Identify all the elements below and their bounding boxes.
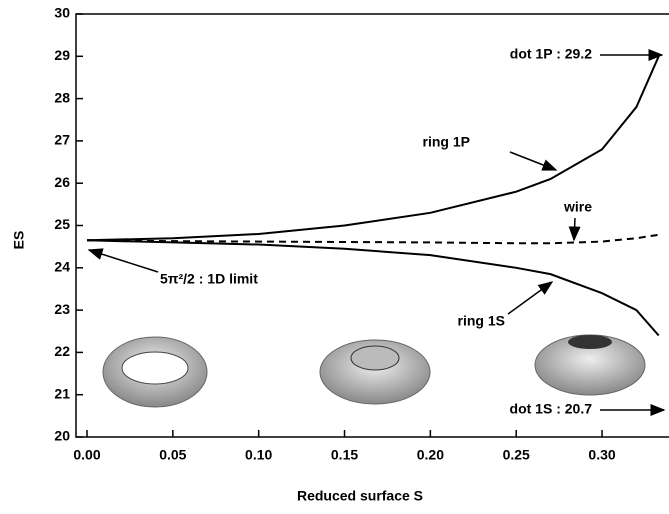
series-label: ring 1S: [458, 313, 505, 329]
y-tick-label: 27: [54, 132, 70, 148]
y-tick-label: 25: [54, 216, 70, 232]
x-tick-label: 0.30: [588, 447, 615, 463]
x-tick-label: 0.25: [503, 447, 530, 463]
y-tick-label: 29: [54, 47, 70, 63]
x-tick-label: 0.00: [73, 447, 100, 463]
y-tick-label: 21: [54, 385, 70, 401]
x-tick-label: 0.10: [245, 447, 272, 463]
x-tick-label: 0.20: [417, 447, 444, 463]
y-tick-label: 28: [54, 89, 70, 105]
series-label: wire: [563, 199, 592, 215]
chart: Reduced surface S ES 20 21 22 23 24 25 26 27 28 2…: [0, 0, 669, 514]
x-tick-label: 0.15: [331, 447, 358, 463]
y-tick-label: 30: [54, 5, 70, 21]
series-line: [87, 240, 659, 335]
annotation: dot 1P : 29.2: [510, 46, 592, 62]
annotation-arrow: [508, 282, 552, 314]
y-tick-label: 22: [54, 343, 70, 359]
y-tick-label: 26: [54, 174, 70, 190]
annotation-arrow: [510, 152, 556, 170]
y-tick-label: 23: [54, 301, 70, 317]
y-axis-title: ES: [11, 231, 27, 250]
annotation-arrow: [89, 250, 158, 272]
annotation: 5π²/2 : 1D limit: [160, 271, 258, 287]
y-tick-label: 20: [54, 428, 70, 444]
annotation: dot 1S : 20.7: [510, 401, 593, 417]
torus-illustrations: [103, 335, 645, 407]
x-axis-title: Reduced surface S: [297, 488, 423, 504]
x-tick-label: 0.05: [159, 447, 186, 463]
series-label: ring 1P: [423, 134, 470, 150]
annotation-arrow: [574, 218, 575, 240]
y-tick-label: 24: [54, 259, 70, 275]
